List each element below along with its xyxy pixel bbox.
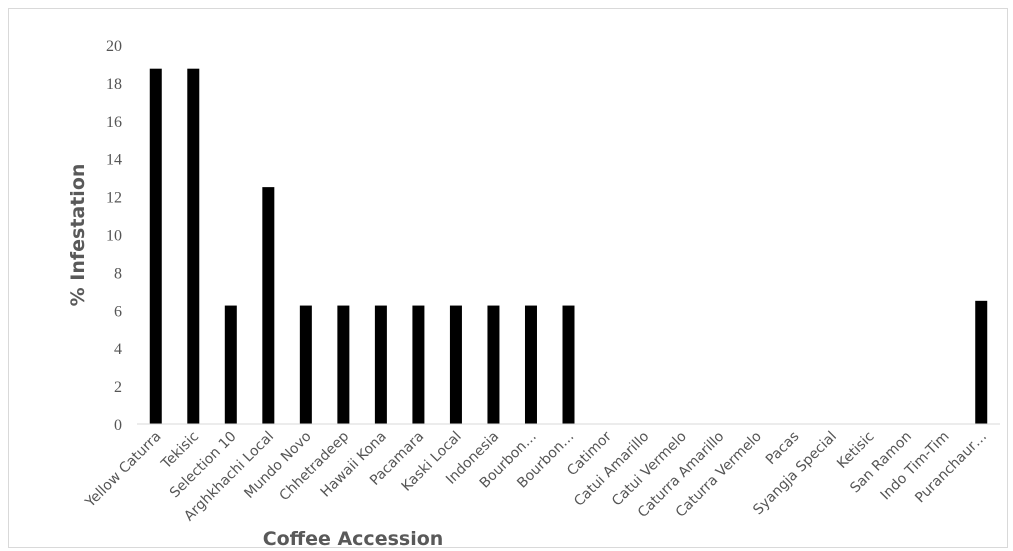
bar (487, 305, 500, 424)
bar (337, 305, 350, 424)
bar (449, 305, 462, 424)
bar (299, 305, 312, 424)
y-axis-ticks: 0 2 4 6 8 10 12 14 16 18 20 (106, 38, 122, 434)
y-tick-label: 6 (114, 303, 122, 320)
x-tick-label: Yellow Caturra (82, 429, 165, 512)
y-tick-label: 16 (106, 114, 122, 131)
y-tick-label: 12 (106, 190, 122, 207)
y-tick-label: 4 (114, 341, 122, 358)
y-tick-label: 14 (106, 152, 122, 169)
bar (524, 305, 537, 424)
y-tick-label: 10 (106, 228, 122, 245)
y-tick-label: 8 (114, 265, 122, 282)
y-tick-label: 0 (114, 417, 122, 434)
y-tick-label: 2 (114, 379, 122, 396)
bar (412, 305, 425, 424)
y-tick-label: 20 (106, 38, 122, 55)
x-axis-title: Coffee Accession (263, 528, 444, 550)
bar (262, 187, 275, 424)
y-tick-label: 18 (106, 76, 122, 93)
bar (149, 68, 162, 424)
chart-frame (8, 8, 1008, 548)
bar (187, 68, 200, 424)
bar (975, 300, 988, 424)
bar (224, 305, 237, 424)
bar (374, 305, 387, 424)
bar (562, 305, 575, 424)
y-axis-title: % Infestation (67, 164, 89, 307)
bars (149, 68, 988, 424)
